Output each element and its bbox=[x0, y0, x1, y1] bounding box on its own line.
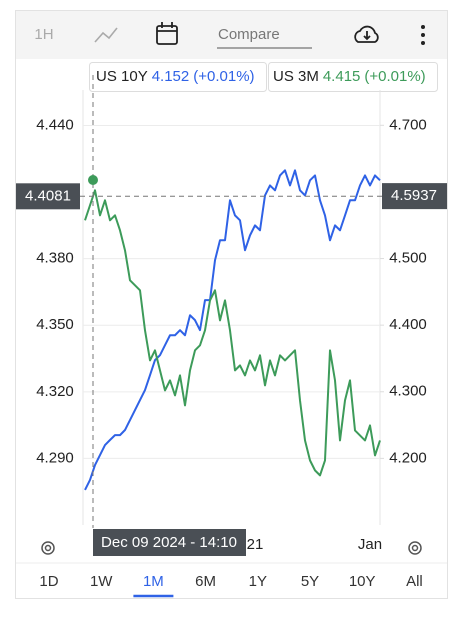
legend-name: US 3M bbox=[273, 68, 319, 85]
x-tick-label: 21 bbox=[247, 536, 264, 553]
toolbar bbox=[16, 11, 447, 59]
range-button[interactable]: 5Y bbox=[301, 573, 319, 590]
range-button[interactable]: 1D bbox=[39, 573, 58, 590]
crosshair-y-label: 4.4081 bbox=[25, 187, 71, 204]
y2-tick-label: 4.400 bbox=[389, 316, 427, 333]
y-tick-label: 4.380 bbox=[36, 250, 74, 267]
settings-icon[interactable] bbox=[408, 541, 422, 555]
calendar-icon[interactable] bbox=[156, 22, 178, 45]
legend-box bbox=[89, 62, 267, 92]
legend-value: 4.415 bbox=[323, 68, 361, 85]
card bbox=[15, 10, 448, 599]
crosshair-marker bbox=[88, 175, 98, 185]
y2-tick-label: 4.200 bbox=[389, 449, 427, 466]
crosshair-x-label: Dec 09 2024 - 14:10 bbox=[101, 534, 237, 551]
y2-tick-label: 4.300 bbox=[389, 383, 427, 400]
y-tick-label: 4.350 bbox=[36, 316, 74, 333]
range-button[interactable]: 10Y bbox=[349, 573, 376, 590]
y-tick-label: 4.320 bbox=[36, 383, 74, 400]
download-icon[interactable] bbox=[354, 25, 379, 43]
crosshair-y-box bbox=[16, 183, 80, 210]
legend-name: US 10Y bbox=[96, 68, 148, 85]
compare-input[interactable]: Compare bbox=[218, 26, 280, 43]
legend-entry: US 10Y 4.152 (+0.01%) bbox=[96, 68, 255, 85]
series-line bbox=[84, 189, 381, 477]
y2-tick-label: 4.700 bbox=[389, 116, 427, 133]
y-tick-label: 4.440 bbox=[36, 116, 74, 133]
x-tick-label: Jan bbox=[358, 536, 382, 553]
range-button[interactable]: 1Y bbox=[249, 573, 267, 590]
range-button[interactable]: 1M bbox=[143, 573, 164, 590]
y-tick-label: 4.290 bbox=[36, 449, 74, 466]
legend-value: 4.152 bbox=[152, 68, 190, 85]
range-button[interactable]: All bbox=[406, 573, 423, 590]
series-line bbox=[84, 169, 381, 491]
legend-box bbox=[268, 62, 438, 92]
y2-tick-label: 4.500 bbox=[389, 250, 427, 267]
chart-type-icon[interactable] bbox=[94, 27, 118, 43]
crosshair-y2-box bbox=[382, 183, 447, 210]
menu-icon[interactable] bbox=[421, 25, 425, 45]
crosshair-x-box bbox=[93, 529, 246, 556]
range-button[interactable]: 1W bbox=[90, 573, 113, 590]
interval-button[interactable]: 1H bbox=[34, 26, 53, 43]
legend-change: (+0.01%) bbox=[364, 68, 425, 85]
crosshair-y2-label: 4.5937 bbox=[391, 187, 437, 204]
settings-icon[interactable] bbox=[41, 541, 55, 555]
legend-change: (+0.01%) bbox=[193, 68, 254, 85]
range-button[interactable]: 6M bbox=[195, 573, 216, 590]
legend-entry: US 3M 4.415 (+0.01%) bbox=[273, 68, 426, 85]
